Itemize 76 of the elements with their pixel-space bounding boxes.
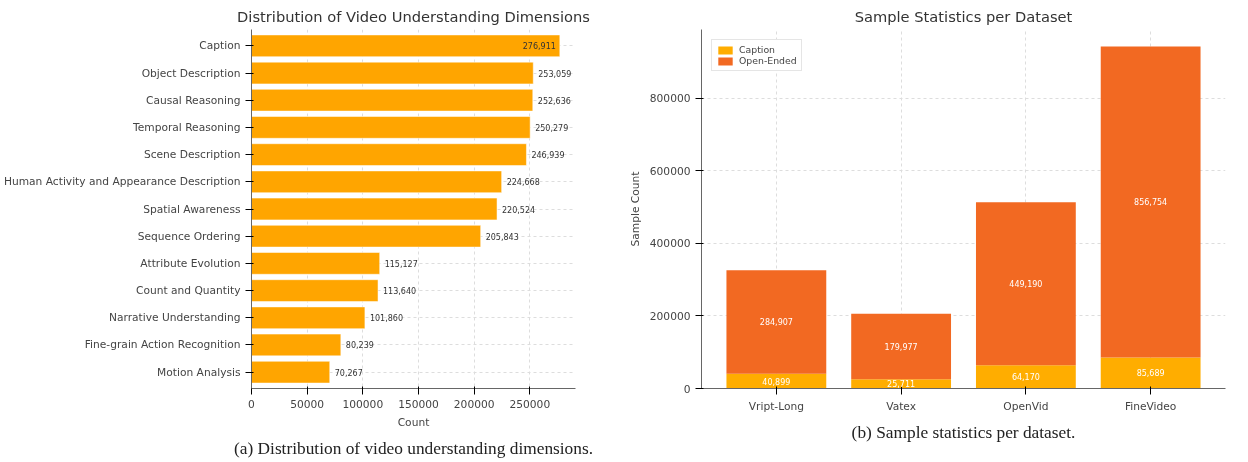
x-tick-label: 0 (248, 397, 256, 411)
bar (1100, 357, 1201, 389)
bar (251, 34, 561, 57)
y-tick-label: Human Activity and Appearance Description (3, 175, 241, 189)
x-tick-label: 50000 (290, 397, 325, 411)
y-tick-label: Caption (199, 39, 241, 53)
y-tick-label: Attribute Evolution (140, 256, 241, 270)
legend-label: Caption (739, 44, 776, 55)
y-tick-label: Sequence Ordering (137, 229, 241, 243)
bar (251, 170, 502, 193)
data-label: 25,711 (887, 380, 916, 390)
data-label: 85,689 (1136, 369, 1165, 379)
y-tick-label: 200000 (649, 309, 691, 323)
y-tick-label: 0 (683, 382, 691, 396)
bar (251, 225, 481, 248)
data-label: 113,640 (383, 287, 417, 297)
data-label: 70,267 (334, 368, 363, 378)
data-label: 856,754 (1134, 198, 1168, 208)
y-tick-label: 800000 (649, 92, 691, 106)
x-tick-label: Vatex (886, 399, 917, 413)
x-axis-title: Count (397, 415, 430, 429)
bar (851, 313, 952, 380)
data-label: 115,127 (384, 259, 418, 269)
bar (251, 116, 531, 139)
data-label: 205,843 (485, 232, 519, 242)
bar (251, 61, 534, 85)
bar (975, 365, 1076, 389)
data-label: 449,190 (1009, 280, 1043, 290)
bar (251, 252, 380, 275)
bar (975, 202, 1076, 366)
y-tick-label: Causal Reasoning (146, 93, 241, 107)
bar (251, 306, 366, 329)
x-tick-label: 150000 (398, 397, 440, 411)
data-label: 40,899 (762, 377, 791, 387)
chart-title: Distribution of Video Understanding Dimensions (237, 7, 590, 25)
x-tick-label: 200000 (453, 397, 495, 411)
y-tick-label: 600000 (649, 164, 691, 178)
data-label: 220,524 (502, 205, 536, 215)
legend-label: Open-Ended (739, 55, 797, 66)
y-tick-label: Fine-grain Action Recognition (84, 338, 241, 352)
x-tick-label: Vript-Long (748, 399, 804, 413)
data-label: 284,907 (759, 318, 793, 328)
data-label: 179,977 (884, 343, 918, 352)
x-tick-label: OpenVid (1003, 399, 1049, 413)
bar (1100, 46, 1201, 358)
data-label: 101,860 (369, 314, 403, 324)
data-label: 250,279 (535, 123, 569, 133)
bar (251, 361, 330, 384)
x-tick-label: 100000 (342, 397, 384, 411)
y-tick-label: Count and Quantity (135, 284, 241, 298)
y-axis-title: Sample Count (628, 171, 642, 247)
y-tick-label: Temporal Reasoning (132, 120, 241, 134)
data-label: 224,668 (506, 178, 540, 188)
bar (726, 270, 827, 374)
text: (a) Distribution of video understanding dimensions. (233, 438, 594, 458)
bar (251, 143, 527, 166)
data-label: 80,239 (345, 341, 374, 351)
data-label: 64,170 (1011, 373, 1040, 383)
data-label: 252,636 (537, 96, 571, 106)
data-label: 253,059 (538, 69, 572, 79)
text: (b) Sample statistics per dataset. (851, 422, 1076, 442)
bar (251, 333, 342, 357)
x-tick-label: 250000 (509, 397, 551, 411)
bar (251, 197, 498, 221)
y-tick-label: Spatial Awareness (143, 202, 241, 216)
y-tick-label: 400000 (649, 237, 691, 251)
y-tick-label: Motion Analysis (157, 365, 241, 379)
y-tick-label: Narrative Understanding (108, 311, 241, 325)
data-label: 246,939 (531, 151, 565, 161)
chart-title: Sample Statistics per Dataset (854, 7, 1073, 25)
y-tick-label: Object Description (141, 66, 241, 80)
x-tick-label: FineVideo (1124, 399, 1177, 413)
data-label: 276,911 (522, 42, 556, 52)
bar (251, 89, 534, 112)
bar (251, 279, 379, 302)
y-tick-label: Scene Description (143, 148, 241, 162)
